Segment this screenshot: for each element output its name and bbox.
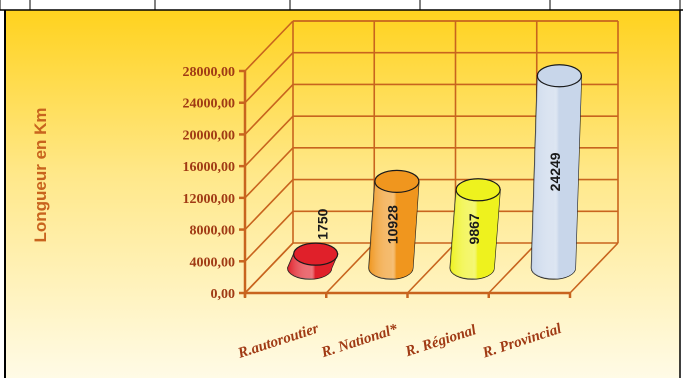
bar-value-label: 10928 <box>385 205 401 244</box>
bar-top-cap <box>536 64 582 88</box>
y-tick-label: 8000,00 <box>190 224 236 239</box>
bar-shading <box>531 75 582 280</box>
y-tick-label: 24000,00 <box>183 97 236 112</box>
chart-background <box>5 10 680 378</box>
bar-top-cap <box>293 242 339 266</box>
y-tick-labels: 0,00 4000,00 8000,00 12000,00 16000,00 20000,… <box>183 65 236 302</box>
side-wall-gridline <box>244 115 294 167</box>
axes <box>239 69 572 298</box>
bar-cylinder <box>449 178 501 280</box>
floor-gridline <box>244 242 294 294</box>
y-tick-label: 16000,00 <box>183 160 236 175</box>
floor-gridline <box>325 242 375 294</box>
side-wall-gridline <box>244 83 294 135</box>
y-tick-label: 12000,00 <box>183 192 236 207</box>
bar-cylinder <box>530 64 582 280</box>
bar-top-cap <box>455 178 501 202</box>
bars: 1750 10928 9867 24249 <box>287 64 582 280</box>
y-tick-label: 0,00 <box>211 287 236 302</box>
bar-cylinder <box>368 169 420 280</box>
side-wall-gridline <box>244 210 294 262</box>
side-wall-gridline <box>244 179 294 231</box>
bar-top-cap <box>374 169 420 193</box>
bar-value-label: 1750 <box>314 208 330 239</box>
floor-gridline <box>406 242 457 294</box>
bar-value-label: 24249 <box>547 152 563 191</box>
bar-shading <box>368 181 419 280</box>
bar-shading <box>450 189 501 280</box>
y-axis-title: Longueur en Km <box>31 107 50 242</box>
bar-value-label: 9867 <box>466 213 482 244</box>
floor-gridline <box>488 242 538 294</box>
top-table-strip <box>0 0 683 11</box>
y-tick-label: 20000,00 <box>183 128 236 143</box>
side-wall-gridline <box>244 52 294 104</box>
bar-cylinder <box>287 242 339 280</box>
y-tick-label: 28000,00 <box>183 65 236 80</box>
side-wall-gridline <box>244 20 294 72</box>
y-tick-label: 4000,00 <box>190 255 236 270</box>
floor-gridline <box>569 242 619 294</box>
side-wall-gridline <box>244 147 294 199</box>
